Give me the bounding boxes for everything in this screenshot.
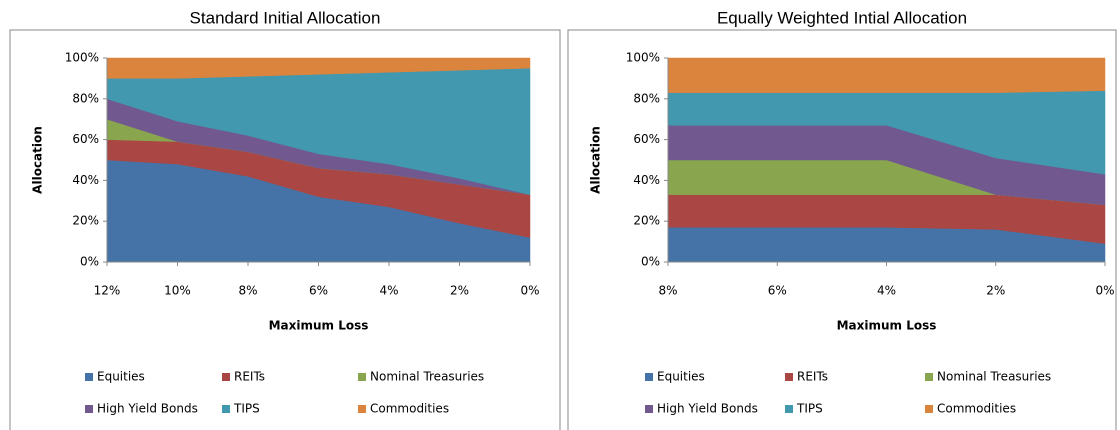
area [106, 57, 531, 79]
legend-label: Equities [657, 370, 705, 384]
legend-label: Nominal Treasuries [370, 370, 484, 384]
panel-border [567, 29, 1117, 430]
legend-swatch [85, 405, 93, 413]
legend-swatch [785, 405, 793, 413]
legend-label: REITs [234, 370, 265, 384]
legend-swatch [222, 405, 230, 413]
y-tick-label: 20% [72, 214, 99, 228]
y-tick-label: 20% [633, 214, 660, 228]
legend-swatch [645, 373, 653, 381]
legend-label: Nominal Treasuries [937, 370, 1051, 384]
x-tick-label: 4% [877, 284, 896, 298]
y-tick-label: 60% [72, 132, 99, 146]
x-tick-label: 0% [520, 284, 539, 298]
x-axis-label: Maximum Loss [837, 319, 937, 333]
x-tick-label: 10% [164, 284, 191, 298]
legend-swatch [358, 373, 366, 381]
legend-swatch [358, 405, 366, 413]
y-tick-label: 0% [641, 255, 660, 269]
legend-swatch [85, 373, 93, 381]
area [667, 57, 1106, 93]
x-axis-label: Maximum Loss [269, 319, 369, 333]
legend-label: Commodities [370, 402, 449, 416]
x-tick-label: 2% [450, 284, 469, 298]
legend-label: Commodities [937, 402, 1016, 416]
x-tick-label: 0% [1095, 284, 1114, 298]
y-axis-label: Allocation [31, 126, 45, 194]
x-tick-label: 12% [94, 284, 121, 298]
legend-swatch [222, 373, 230, 381]
x-tick-label: 6% [309, 284, 328, 298]
x-tick-label: 4% [379, 284, 398, 298]
y-tick-label: 80% [633, 91, 660, 105]
legend-label: Equities [97, 370, 145, 384]
legend-swatch [925, 373, 933, 381]
x-tick-label: 6% [768, 284, 787, 298]
legend-label: High Yield Bonds [97, 402, 198, 416]
x-tick-label: 8% [238, 284, 257, 298]
y-tick-label: 40% [72, 173, 99, 187]
chart-title: Equally Weighted Intial Allocation [717, 8, 967, 27]
y-tick-label: 100% [65, 51, 99, 65]
y-tick-label: 40% [633, 173, 660, 187]
y-tick-label: 80% [72, 91, 99, 105]
legend-label: High Yield Bonds [657, 402, 758, 416]
chart-title: Standard Initial Allocation [190, 8, 381, 27]
y-tick-label: 100% [626, 51, 660, 65]
legend-swatch [645, 405, 653, 413]
legend-label: REITs [797, 370, 828, 384]
y-tick-label: 60% [633, 132, 660, 146]
legend-swatch [925, 405, 933, 413]
legend-label: TIPS [796, 402, 823, 416]
y-axis-label: Allocation [589, 126, 603, 194]
panel-border [9, 29, 561, 430]
x-tick-label: 2% [986, 284, 1005, 298]
legend-swatch [785, 373, 793, 381]
legend-label: TIPS [233, 402, 260, 416]
x-tick-label: 8% [658, 284, 677, 298]
y-tick-label: 0% [80, 255, 99, 269]
